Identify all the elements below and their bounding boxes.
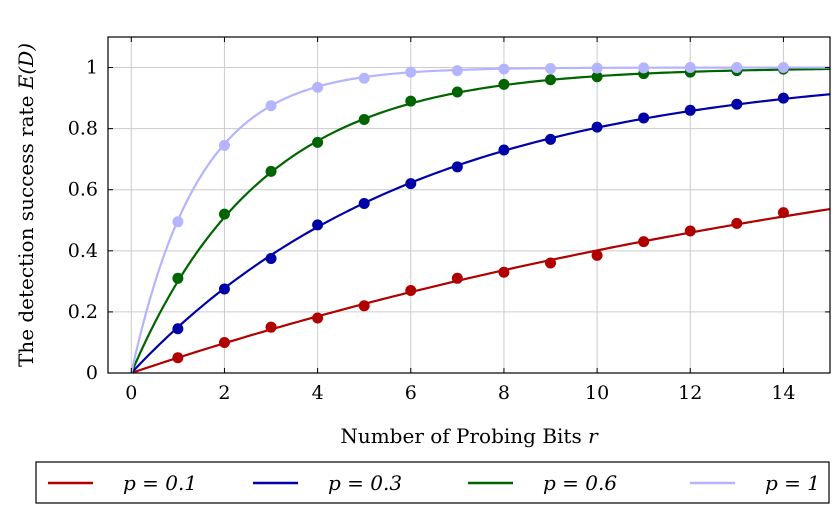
y-tick-label: 0.2 [68,301,98,323]
series-layer [130,66,830,373]
data-point [358,72,370,84]
data-point [451,86,463,98]
data-point [545,62,557,74]
series-line-3 [130,67,830,373]
data-point [777,92,789,104]
legend-label-3: p = 0.6 [543,471,617,495]
data-point [172,352,184,364]
data-point [218,139,230,151]
data-point [358,113,370,125]
data-point [638,62,650,74]
x-ticks: 0 2 4 6 8 10 12 14 [125,37,796,404]
series-line-2 [130,93,830,373]
y-tick-label: 0.8 [68,118,98,140]
data-point [731,62,743,74]
data-point [405,285,417,297]
y-tick-label: 0.4 [68,240,98,262]
x-tick-label: 14 [771,382,795,404]
data-point [638,236,650,248]
data-point [451,161,463,173]
y-tick-label: 1 [86,57,98,79]
data-point [312,312,324,324]
series-line-1 [130,207,830,373]
data-point [265,165,277,177]
x-tick-label: 0 [125,382,137,404]
data-point [218,336,230,348]
data-point [498,266,510,278]
series-line-4 [130,66,830,373]
y-tick-label: 0.6 [68,179,98,201]
data-point [684,225,696,237]
data-point [545,74,557,86]
data-point [358,300,370,312]
data-point [172,272,184,284]
data-point [498,63,510,75]
plot-frame [107,36,831,374]
x-tick-label: 6 [405,382,417,404]
y-tick-label: 0 [86,362,98,384]
data-point [731,98,743,110]
data-point [451,65,463,77]
data-point [405,178,417,190]
data-point [591,249,603,261]
data-point [218,283,230,295]
data-point [218,208,230,220]
data-point [312,81,324,93]
legend: p = 0.1 p = 0.3 p = 0.6 p = 1 [35,461,830,504]
data-point [684,62,696,74]
data-point [498,144,510,156]
legend-label-2: p = 0.3 [328,471,402,495]
data-point [172,216,184,228]
data-point [731,217,743,229]
x-tick-label: 12 [678,382,702,404]
grid [108,37,830,374]
data-point [545,133,557,145]
data-point [265,100,277,112]
y-ticks: 0 0.2 0.4 0.6 0.8 1 [68,57,830,384]
data-point [451,272,463,284]
data-point [591,62,603,74]
x-tick-label: 10 [585,382,609,404]
x-tick-label: 8 [498,382,510,404]
legend-label-1: p = 0.1 [123,471,197,495]
data-point [777,207,789,219]
data-point [545,257,557,269]
data-point [312,136,324,148]
data-point [591,121,603,133]
data-point [265,321,277,333]
data-point [591,71,603,83]
x-axis-title: Number of Probing Bits r [340,424,599,448]
data-point [312,219,324,231]
markers-layer [172,62,789,364]
data-point [638,112,650,124]
data-point [405,66,417,78]
legend-label-4: p = 1 [765,471,820,495]
data-point [684,104,696,116]
y-axis-title: The detection success rate E(D) [14,43,38,367]
data-point [498,78,510,90]
data-point [172,323,184,335]
x-tick-label: 4 [312,382,324,404]
x-tick-label: 2 [218,382,230,404]
data-point [405,95,417,107]
data-point [358,197,370,209]
data-point [265,252,277,264]
data-point [777,62,789,74]
